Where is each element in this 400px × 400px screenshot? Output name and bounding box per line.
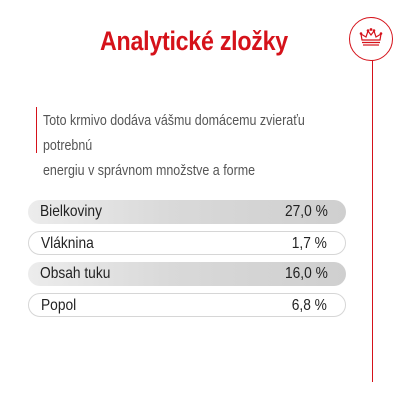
intro-accent-bar [36, 107, 37, 153]
table-row-protein: Bielkoviny 27,0 % [28, 200, 346, 224]
row-value: 1,7 % [291, 235, 327, 252]
intro-text: Toto krmivo dodáva vášmu domácemu zviera… [43, 113, 305, 179]
vertical-divider-line [372, 60, 373, 382]
row-value: 27,0 % [285, 203, 328, 220]
table-row-fat: Obsah tuku 16,0 % [28, 262, 346, 286]
table-row-ash: Popol 6,8 % [28, 293, 346, 317]
crown-icon [359, 28, 383, 46]
table-row-fiber: Vláknina 1,7 % [28, 231, 346, 255]
analytical-components-table: Bielkoviny 27,0 % Vláknina 1,7 % Obsah t… [28, 200, 346, 324]
row-label: Obsah tuku [40, 265, 111, 282]
row-label: Bielkoviny [40, 203, 102, 220]
page-title: Analytické zložky [100, 26, 288, 56]
row-value: 16,0 % [285, 265, 328, 282]
intro-block: Toto krmivo dodáva vášmu domácemu zviera… [36, 107, 346, 179]
row-label: Vláknina [41, 235, 94, 252]
row-label: Popol [41, 297, 77, 314]
brand-logo [349, 17, 393, 61]
row-value: 6,8 % [291, 297, 327, 314]
